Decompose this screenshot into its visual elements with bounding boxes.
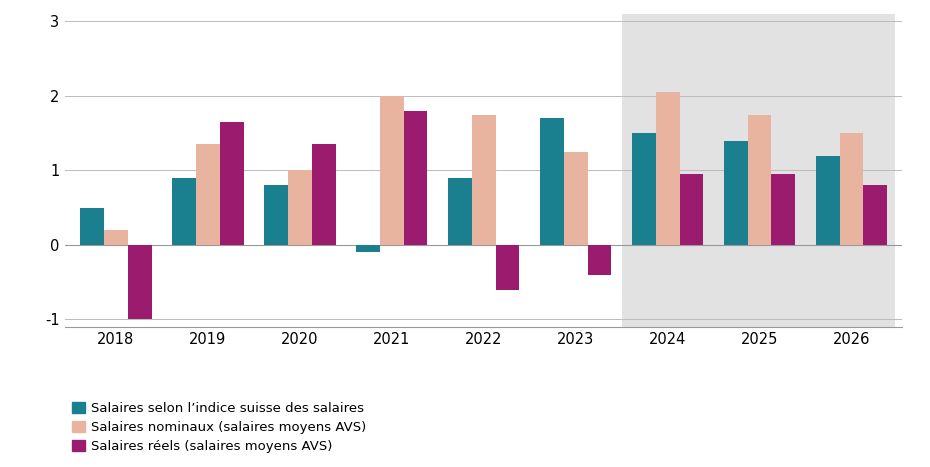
Bar xyxy=(680,174,703,245)
Bar xyxy=(588,245,611,275)
Bar xyxy=(287,170,312,245)
Bar xyxy=(496,245,520,290)
Bar xyxy=(104,230,127,245)
Bar xyxy=(356,245,379,252)
Legend: Salaires selon l’indice suisse des salaires, Salaires nominaux (salaires moyens : Salaires selon l’indice suisse des salai… xyxy=(72,403,366,453)
Bar xyxy=(379,96,404,245)
Bar xyxy=(172,178,195,245)
Bar xyxy=(631,133,656,245)
Bar xyxy=(816,156,840,245)
Bar xyxy=(447,178,472,245)
Bar xyxy=(219,122,244,245)
Bar xyxy=(840,133,863,245)
Bar xyxy=(621,14,895,327)
Bar xyxy=(195,144,219,245)
Bar xyxy=(264,185,287,245)
Bar xyxy=(127,245,152,319)
Bar xyxy=(656,92,680,245)
Bar xyxy=(772,174,795,245)
Bar xyxy=(724,141,748,245)
Bar xyxy=(404,111,428,245)
Bar xyxy=(748,114,772,245)
Bar xyxy=(80,208,104,245)
Bar xyxy=(312,144,336,245)
Bar xyxy=(564,152,588,245)
Bar xyxy=(472,114,496,245)
Bar xyxy=(539,118,564,245)
Bar xyxy=(863,185,887,245)
